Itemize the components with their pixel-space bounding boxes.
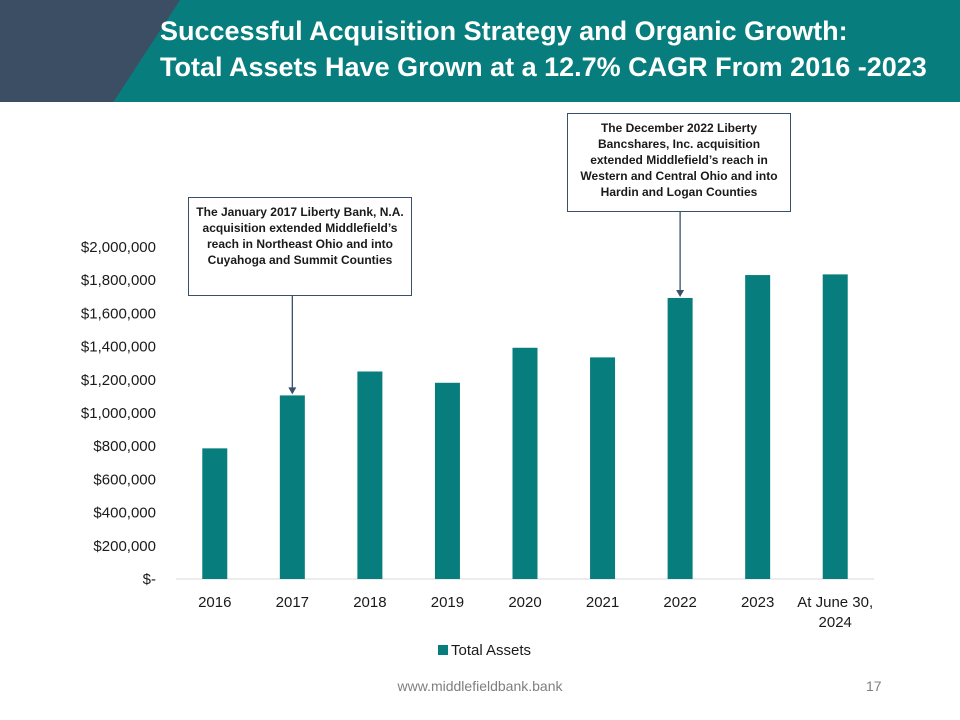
- x-tick-label: 2024: [819, 614, 852, 631]
- y-tick-label: $1,800,000: [81, 272, 156, 289]
- footer-url: www.middlefieldbank.bank: [397, 678, 563, 694]
- legend-label: Total Assets: [451, 642, 531, 659]
- y-tick-label: $800,000: [93, 438, 156, 455]
- header-bar: [0, 0, 960, 102]
- callout-2022-acquisition: The December 2022 Liberty Bancshares, In…: [567, 113, 791, 212]
- legend-swatch: [438, 645, 448, 655]
- x-tick-label: 2018: [353, 594, 386, 611]
- bar-total-assets: [279, 395, 305, 579]
- bar-total-assets: [202, 448, 228, 579]
- x-tick-label: 2022: [663, 594, 696, 611]
- slide-title-line-1: Successful Acquisition Strategy and Orga…: [160, 16, 848, 46]
- callout-2017-arrow-head: [288, 387, 297, 395]
- bar-total-assets: [822, 274, 848, 579]
- y-tick-label: $600,000: [93, 471, 156, 488]
- page-number: 17: [866, 678, 882, 694]
- bar-total-assets: [590, 357, 616, 579]
- bar-total-assets: [512, 347, 538, 579]
- bar-total-assets: [434, 382, 460, 579]
- bar-total-assets: [357, 371, 383, 579]
- x-tick-label: 2016: [198, 594, 231, 611]
- x-tick-label: 2021: [586, 594, 619, 611]
- bar-total-assets: [745, 275, 771, 579]
- callout-2017-acquisition: The January 2017 Liberty Bank, N.A. acqu…: [188, 197, 412, 296]
- x-tick-label: 2020: [508, 594, 541, 611]
- y-tick-label: $1,400,000: [81, 339, 156, 356]
- y-tick-label: $1,200,000: [81, 372, 156, 389]
- x-tick-label: At June 30,: [797, 594, 873, 611]
- y-tick-label: $200,000: [93, 538, 156, 555]
- bar-total-assets: [667, 297, 693, 579]
- y-tick-label: $2,000,000: [81, 239, 156, 256]
- x-tick-label: 2023: [741, 594, 774, 611]
- y-tick-label: $1,600,000: [81, 305, 156, 322]
- y-tick-label: $1,000,000: [81, 405, 156, 422]
- x-tick-label: 2017: [276, 594, 309, 611]
- callout-2022-arrow-head: [676, 289, 685, 297]
- y-tick-label: $400,000: [93, 505, 156, 522]
- x-tick-label: 2019: [431, 594, 464, 611]
- y-tick-label: $-: [143, 571, 156, 588]
- slide-title-line-2: Total Assets Have Grown at a 12.7% CAGR …: [160, 52, 927, 82]
